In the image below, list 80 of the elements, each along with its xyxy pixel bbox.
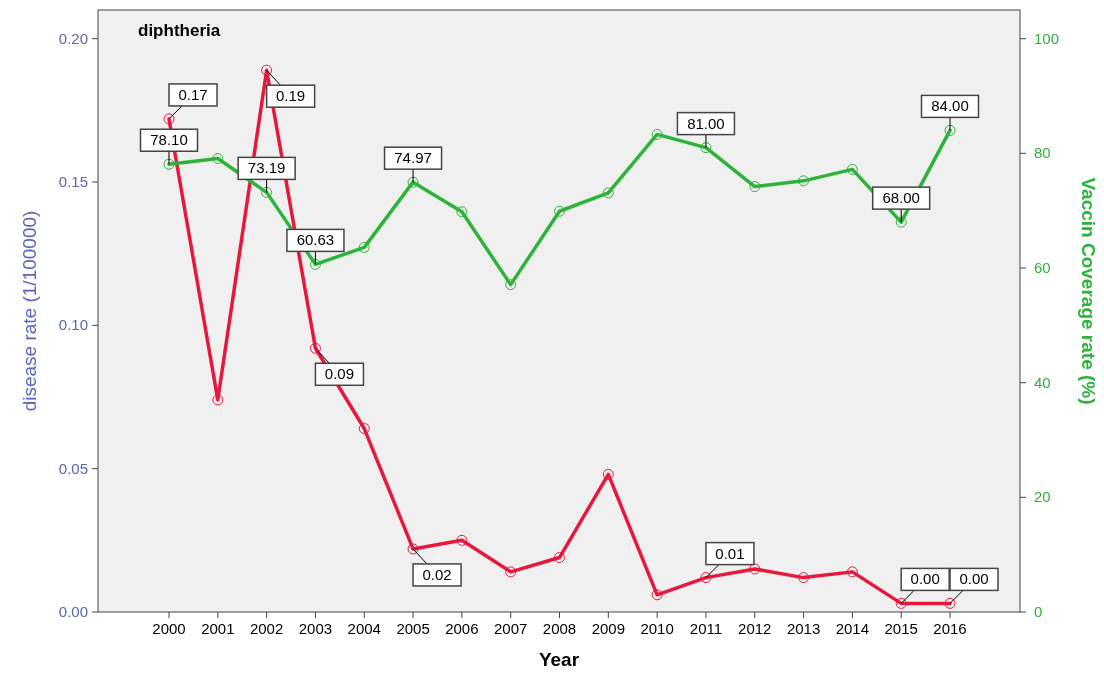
data-label: 0.00 [959,570,989,588]
x-tick-label: 2010 [640,620,674,637]
x-axis-title: Year [538,649,580,670]
point [261,186,273,198]
point [651,128,663,140]
data-label: 0.02 [422,565,452,583]
text: diphtheria [138,21,221,40]
data-label: 68.00 [882,189,920,207]
y-tick-label: 0.05 [58,459,88,477]
data-label: 0.09 [324,365,355,383]
x-tick-label: 2008 [542,620,577,637]
point [163,158,175,170]
point [846,566,858,578]
point [212,152,224,164]
data-label: 74.97 [394,149,432,167]
point [602,468,614,480]
data-label: 0.19 [276,87,306,105]
y-tick-label: 0.00 [58,603,88,620]
x-tick-label: 2005 [396,620,430,637]
point [895,597,907,609]
x-tick-label: 2002 [249,620,284,637]
point [407,176,419,188]
point [944,597,956,609]
x-tick-label: 2011 [689,620,723,637]
data-label: 0.01 [715,544,745,562]
y-tick-label: 0.15 [58,173,88,190]
data-label: 0.17 [178,85,208,103]
y2-tick-label: 60 [1034,259,1051,276]
y2-axis-title: Vaccin Coverage rate (%) [1078,177,1099,405]
data-label: 73.19 [247,159,286,177]
data-label: 0.00 [910,570,940,588]
point [505,279,517,291]
y2-tick-label: 0 [1034,603,1043,620]
data-label: 78.10 [150,131,188,149]
data-label: 84.00 [931,97,969,115]
point [309,258,321,270]
y2-tick-label: 80 [1034,144,1051,162]
x-tick-label: 2006 [445,620,479,637]
point [456,534,468,546]
x-tick-label: 2007 [494,620,528,637]
point [309,342,321,354]
point [358,423,370,435]
x-tick-label: 2004 [347,620,381,637]
point [505,566,517,578]
data-label: 60.63 [296,231,335,249]
point [798,175,810,187]
x-tick-label: 2000 [152,620,186,637]
point [602,187,614,199]
point [700,572,712,584]
point [798,572,810,584]
point [651,589,663,601]
point [212,394,224,406]
y2-tick-label: 40 [1034,373,1051,391]
y2-tick-label: 100 [1034,29,1060,47]
y-tick-label: 0.10 [58,316,88,334]
point [700,142,712,154]
y-axis-title: disease rate (1/100000) [19,210,40,412]
x-tick-label: 2013 [786,620,821,637]
point [163,113,175,125]
x-tick-label: 2014 [835,620,870,637]
y2-tick-label: 20 [1034,488,1051,506]
x-tick-label: 2012 [738,620,772,637]
point [846,163,858,175]
point [261,64,273,76]
x-tick-label: 2003 [298,620,333,637]
point [456,206,468,218]
x-tick-label: 2001 [201,620,235,637]
point [895,216,907,228]
point [554,205,565,217]
point [554,552,565,564]
point [749,181,761,193]
point [358,241,370,253]
point [749,563,761,575]
data-label: 81.00 [687,114,725,132]
x-tick-label: 2015 [884,620,918,637]
point [407,543,419,555]
x-tick-label: 2009 [591,620,625,637]
point [944,124,956,136]
y-tick-label: 0.20 [58,29,88,47]
x-tick-label: 2016 [933,620,967,637]
